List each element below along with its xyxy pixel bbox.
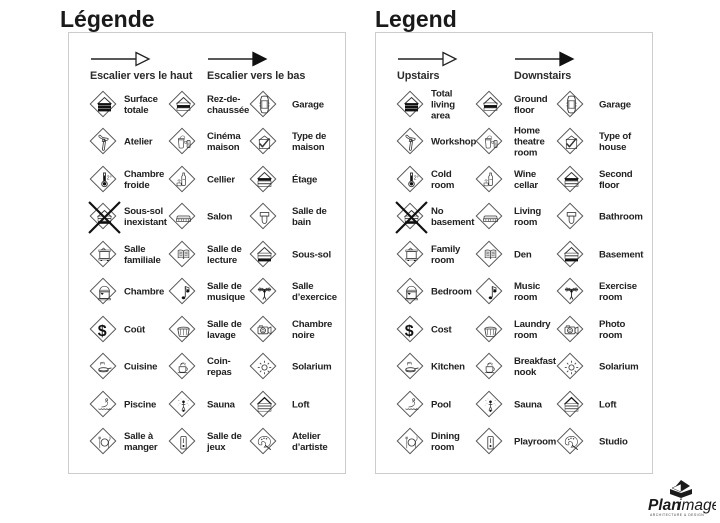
svg-text:Plan: Plan — [648, 497, 681, 514]
svg-text:ARCHITECTURE & DESIGN: ARCHITECTURE & DESIGN — [650, 513, 704, 517]
svg-text:image: image — [678, 497, 716, 514]
